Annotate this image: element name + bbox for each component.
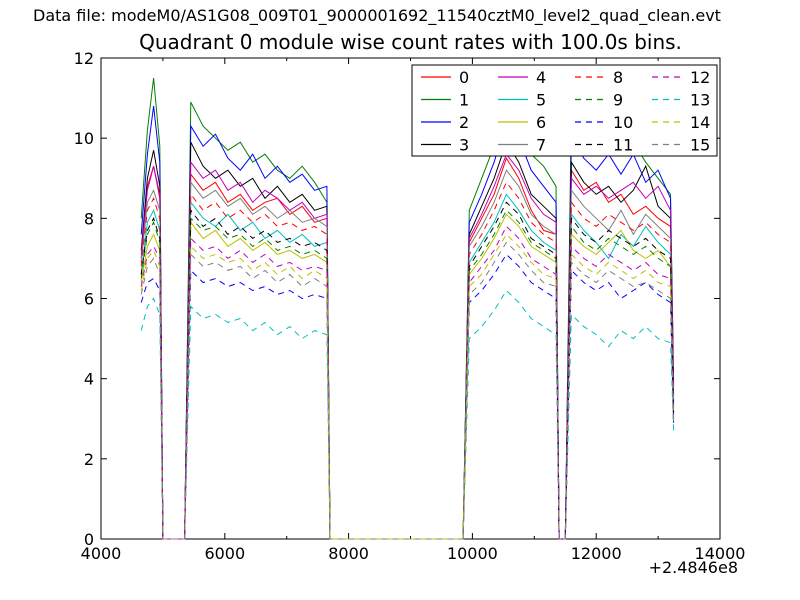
legend-label-15: 15 xyxy=(690,136,710,155)
series-line-6 xyxy=(140,213,675,540)
x-tick-label: 14000 xyxy=(695,544,746,563)
legend-label-4: 4 xyxy=(536,68,546,87)
legend-label-13: 13 xyxy=(690,91,710,110)
legend-label-6: 6 xyxy=(536,113,546,132)
y-tick-label: 4 xyxy=(84,370,94,389)
series-line-4 xyxy=(140,153,675,540)
legend-label-1: 1 xyxy=(459,91,469,110)
y-tick-label: 8 xyxy=(84,209,94,228)
legend-label-5: 5 xyxy=(536,91,546,110)
series-line-14 xyxy=(140,233,675,540)
legend-label-3: 3 xyxy=(459,136,469,155)
series-line-2 xyxy=(140,106,675,540)
legend-label-7: 7 xyxy=(536,136,546,155)
x-tick-label: 4000 xyxy=(81,544,122,563)
y-tick-label: 0 xyxy=(84,530,94,549)
series-line-8 xyxy=(140,181,675,540)
x-axis-offset-label: +2.4846e8 xyxy=(648,558,738,577)
legend-label-9: 9 xyxy=(613,91,623,110)
series-line-5 xyxy=(140,193,675,540)
legend-label-0: 0 xyxy=(459,68,469,87)
x-tick-label: 10000 xyxy=(447,544,498,563)
legend-label-11: 11 xyxy=(613,136,633,155)
series-line-13 xyxy=(140,289,675,540)
legend-box xyxy=(411,64,718,157)
x-tick-label: 12000 xyxy=(571,544,622,563)
header-datafile-text: Data file: modeM0/AS1G08_009T01_90000016… xyxy=(33,6,721,25)
series-line-9 xyxy=(140,209,675,540)
legend-label-2: 2 xyxy=(459,113,469,132)
series-line-12 xyxy=(140,225,675,540)
x-tick-label: 6000 xyxy=(204,544,245,563)
legend-label-8: 8 xyxy=(613,68,623,87)
series-line-10 xyxy=(140,253,675,540)
y-tick-label: 12 xyxy=(74,49,94,68)
legend-label-10: 10 xyxy=(613,113,633,132)
x-tick-label: 8000 xyxy=(328,544,369,563)
legend-label-12: 12 xyxy=(690,68,710,87)
y-tick-label: 6 xyxy=(84,290,94,309)
series-line-15 xyxy=(140,241,675,540)
y-tick-label: 2 xyxy=(84,450,94,469)
series-line-3 xyxy=(140,141,675,540)
y-tick-label: 10 xyxy=(74,129,94,148)
legend-label-14: 14 xyxy=(690,113,710,132)
chart-title: Quadrant 0 module wise count rates with … xyxy=(139,30,682,54)
